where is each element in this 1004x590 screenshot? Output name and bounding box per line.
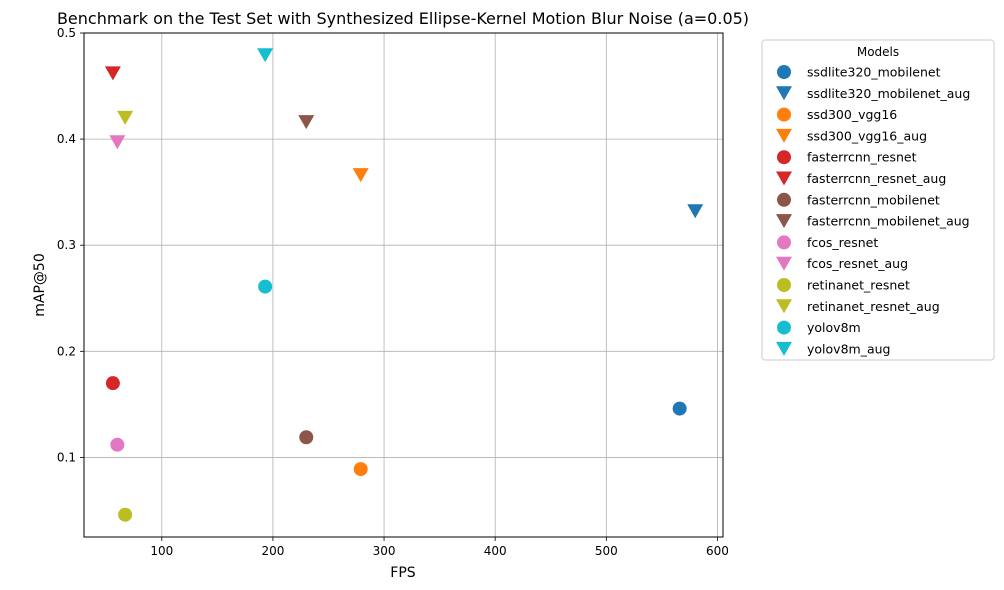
- legend-label: fasterrcnn_resnet_aug: [807, 171, 946, 186]
- legend-label: fasterrcnn_resnet: [807, 150, 917, 165]
- legend-label: fasterrcnn_mobilenet_aug: [807, 214, 970, 229]
- legend-label: ssdlite320_mobilenet: [807, 65, 941, 80]
- legend-marker-fasterrcnn-resnet-aug: [776, 171, 792, 186]
- x-axis-label: FPS: [390, 565, 415, 581]
- legend-label: fasterrcnn_mobilenet: [807, 192, 940, 207]
- legend-label: yolov8m: [807, 320, 861, 335]
- data-point-fasterrcnn-mobilenet: [299, 430, 314, 445]
- legend-marker-ssd300-vgg16-aug: [776, 128, 792, 143]
- data-point-fasterrcnn-mobilenet-aug: [298, 115, 315, 130]
- legend-items: ssdlite320_mobilenet ssdlite320_mobilenet…: [776, 65, 970, 356]
- y-tick-label: 0.3: [57, 238, 76, 252]
- chart-title: Benchmark on the Test Set with Synthesiz…: [57, 9, 749, 28]
- legend-label: ssd300_vgg16_aug: [807, 128, 927, 143]
- legend-label: retinanet_resnet: [807, 278, 910, 293]
- y-tick-label: 0.1: [57, 450, 76, 464]
- data-point-ssd300-vgg16: [353, 462, 368, 477]
- legend-marker-ssd300-vgg16: [777, 107, 791, 122]
- legend-marker-fcos-resnet-aug: [776, 256, 792, 271]
- data-point-retinanet-resnet: [118, 507, 133, 522]
- y-tick-label: 0.2: [57, 344, 76, 358]
- legend-marker-yolov8m-aug: [776, 341, 792, 356]
- data-point-retinanet-resnet-aug: [117, 110, 134, 125]
- y-axis-ticks: 0.1 0.2 0.3 0.4 0.5: [57, 26, 84, 464]
- y-tick-label: 0.5: [57, 26, 76, 40]
- x-tick-label: 500: [595, 544, 618, 558]
- legend-marker-retinanet-resnet: [777, 278, 791, 292]
- data-point-ssdlite320-mobilenet: [672, 401, 687, 416]
- legend-marker-fasterrcnn-resnet: [777, 150, 791, 165]
- data-point-fcos-resnet-aug: [109, 135, 126, 150]
- data-points: [104, 48, 704, 522]
- legend-marker-yolov8m: [777, 320, 791, 335]
- legend-box: [761, 39, 995, 361]
- x-axis-ticks: 100 200 300 400 500 600: [150, 537, 729, 558]
- legend: Models ssdlite320_mobilenetssdlite320_mo…: [761, 39, 995, 361]
- legend-label: fcos_resnet: [807, 235, 878, 250]
- x-tick-label: 300: [373, 544, 396, 558]
- legend-label: retinanet_resnet_aug: [807, 299, 940, 314]
- data-point-fasterrcnn-resnet: [105, 376, 120, 391]
- x-tick-label: 400: [484, 544, 507, 558]
- data-point-fasterrcnn-resnet-aug: [104, 66, 121, 81]
- y-axis-label: mAP@50: [32, 253, 48, 316]
- legend-marker-fcos-resnet: [777, 235, 791, 250]
- plot-frame: [83, 32, 724, 538]
- data-point-yolov8m: [258, 279, 273, 294]
- data-point-fcos-resnet: [110, 437, 125, 452]
- legend-marker-fasterrcnn-mobilenet: [777, 192, 791, 207]
- x-tick-label: 100: [150, 544, 173, 558]
- x-tick-label: 600: [706, 544, 729, 558]
- data-point-ssd300-vgg16-aug: [352, 168, 369, 183]
- legend-marker-ssdlite320-mobilenet-aug: [776, 86, 792, 101]
- legend-marker-retinanet-resnet-aug: [776, 299, 792, 314]
- legend-marker-ssdlite320-mobilenet: [777, 65, 791, 79]
- data-point-yolov8m-aug: [257, 48, 274, 63]
- legend-label: yolov8m_aug: [807, 341, 890, 356]
- x-tick-label: 200: [261, 544, 284, 558]
- legend-label: ssdlite320_mobilenet_aug: [807, 86, 970, 101]
- legend-marker-fasterrcnn-mobilenet-aug: [776, 214, 792, 229]
- data-point-ssdlite320-mobilenet-aug: [687, 204, 704, 219]
- grid-lines: [84, 32, 723, 537]
- y-tick-label: 0.4: [57, 132, 76, 146]
- legend-title: Models: [857, 45, 899, 59]
- legend-label: fcos_resnet_aug: [807, 256, 908, 271]
- legend-label: ssd300_vgg16: [807, 107, 897, 122]
